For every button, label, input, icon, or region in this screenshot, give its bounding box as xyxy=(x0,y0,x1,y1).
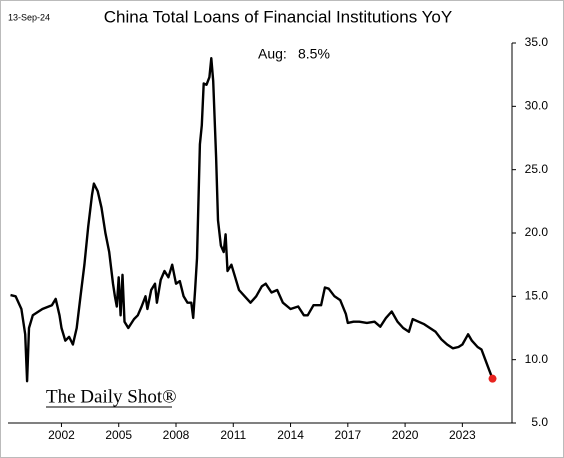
x-tick-label: 2005 xyxy=(105,428,132,442)
y-tick-label: 5.0 xyxy=(531,415,548,429)
y-tick-label: 25.0 xyxy=(525,162,549,176)
line xyxy=(10,57,494,383)
x-tick-label: 2002 xyxy=(48,428,75,442)
date: 13-Sep-24 xyxy=(8,12,50,22)
x-tick-label: 2023 xyxy=(449,428,476,442)
y-tick-label: 15.0 xyxy=(525,289,549,303)
x-tick-label: 2020 xyxy=(392,428,419,442)
chart-title: China Total Loans of Financial Instituti… xyxy=(104,7,452,26)
y-tick-label: 20.0 xyxy=(525,225,549,239)
source-logo: The Daily Shot® xyxy=(46,386,177,407)
annotation-value: 8.5% xyxy=(298,46,330,62)
x-tick-label: 2008 xyxy=(163,428,190,442)
y-tick-label: 35.0 xyxy=(525,35,549,49)
x-tick-label: 2011 xyxy=(220,428,246,442)
last-point xyxy=(488,374,497,383)
x-tick-label: 2014 xyxy=(277,428,304,442)
y-tick-label: 10.0 xyxy=(525,352,549,366)
y-tick-label: 30.0 xyxy=(525,99,549,113)
annotation-label: Aug: xyxy=(258,46,287,62)
x-tick-label: 2017 xyxy=(334,428,361,442)
